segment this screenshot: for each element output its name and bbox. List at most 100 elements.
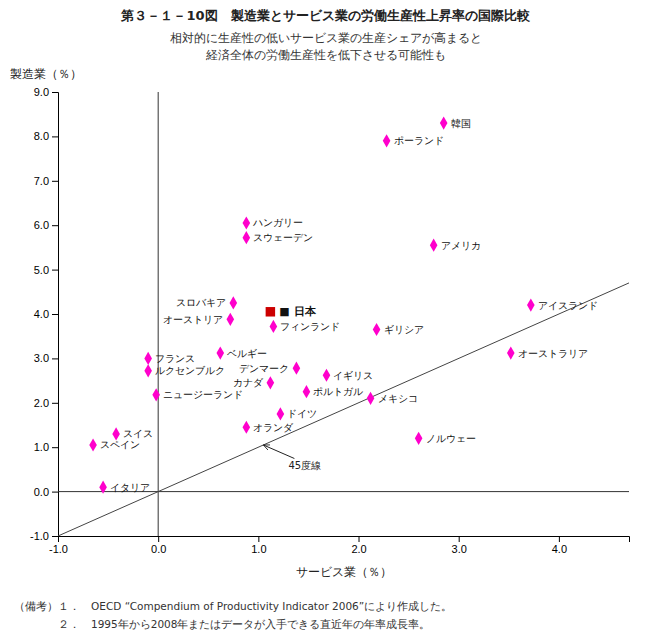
point-labels: ■ 日本韓国ポーランドハンガリースウェーデンアメリカアイスランドスロバキアオース… — [100, 118, 598, 493]
point — [440, 117, 448, 130]
point — [323, 369, 331, 382]
point-label: イタリア — [110, 482, 150, 493]
point-label: ドイツ — [287, 408, 317, 419]
y-tick: 7.0 — [34, 175, 58, 187]
point-label: ニュージーランド — [163, 389, 243, 400]
point-label: スロバキア — [176, 297, 226, 308]
x-tick-label: 0.0 — [151, 543, 166, 555]
y-axis-line — [52, 93, 59, 537]
x-tick: 0.0 — [151, 536, 166, 555]
point-label: アイスランド — [538, 300, 598, 311]
y-tick-label: 5.0 — [34, 264, 49, 276]
point — [152, 388, 160, 401]
x-tick: -1.0 — [49, 536, 68, 555]
point — [527, 299, 535, 312]
point — [266, 307, 275, 316]
y-tick-mark — [52, 92, 58, 93]
x-tick-mark — [359, 536, 360, 542]
y-tick-mark — [52, 536, 58, 537]
point — [507, 346, 515, 359]
point-label: オーストラリア — [518, 348, 588, 359]
x-tick-mark — [158, 536, 159, 542]
y-tick-mark — [52, 314, 58, 315]
point-label: スペイン — [100, 439, 140, 450]
y-tick: 4.0 — [34, 308, 58, 320]
y-tick-mark — [52, 270, 58, 271]
y-tick-label: 3.0 — [34, 352, 49, 364]
point-label: イギリス — [333, 370, 373, 381]
point — [293, 362, 301, 375]
y-tick: 1.0 — [34, 441, 58, 453]
subtitle: 相対的に生産性の低いサービス業の生産シェアが高まると — [170, 31, 482, 45]
point — [243, 421, 251, 434]
y-tick: 6.0 — [34, 219, 58, 231]
point — [144, 364, 152, 377]
x-tick-label: 2.0 — [351, 543, 366, 555]
point-label: アメリカ — [441, 240, 481, 251]
point-label: ポーランド — [394, 135, 444, 146]
y-tick: 9.0 — [34, 86, 58, 98]
y-tick-label: 8.0 — [34, 130, 49, 142]
point — [89, 438, 97, 451]
point — [277, 407, 285, 420]
point-label: メキシコ — [378, 393, 418, 404]
x-tick-label: 3.0 — [452, 543, 467, 555]
annotation-text: 45度線 — [288, 460, 321, 471]
plot-area: -1.0 0.0 1.0 2.0 3.0 4.0 -1.0 0.0 1.0 2.0 3.0 4.0 5.… — [30, 86, 629, 555]
point — [303, 385, 311, 398]
x-axis-title: サービス業（％） — [296, 565, 392, 579]
point-label: ギリシア — [384, 324, 424, 335]
annotations: 45度線 — [263, 445, 321, 471]
point — [430, 239, 438, 252]
x-tick: 2.0 — [351, 536, 366, 555]
point — [383, 134, 391, 147]
data-layer — [58, 92, 629, 536]
point-label: オーストリア — [163, 314, 223, 325]
y-tick: -1.0 — [30, 530, 58, 542]
y-tick-label: 9.0 — [34, 86, 49, 98]
y-tick: 5.0 — [34, 264, 58, 276]
point-label: フランス — [155, 353, 195, 364]
y-tick: 2.0 — [34, 397, 58, 409]
point — [99, 481, 107, 494]
y-tick-mark — [52, 492, 58, 493]
point-label: カナダ — [233, 377, 264, 388]
x-axis: -1.0 0.0 1.0 2.0 3.0 4.0 — [49, 536, 629, 555]
note: ２． 1995年から2008年またはデータが入手できる直近年の年率成長率。 — [14, 618, 430, 630]
y-tick: 0.0 — [34, 486, 58, 498]
annotation-arrow — [263, 445, 294, 459]
y-tick-label: 4.0 — [34, 308, 49, 320]
x-tick-mark — [559, 536, 560, 542]
y-tick-mark — [52, 136, 58, 137]
chart-svg: 第３－１－10図 製造業とサービス業の労働生産性上昇率の国際比較相対的に生産性の… — [0, 0, 651, 640]
point-label: ハンガリー — [252, 217, 303, 228]
point — [216, 346, 224, 359]
y-tick-mark — [52, 447, 58, 448]
point-label: ルクセンブルク — [155, 365, 225, 376]
x-tick-mark — [258, 536, 259, 542]
point — [144, 352, 152, 365]
x-tick-label: 1.0 — [251, 543, 266, 555]
x-tick: 4.0 — [552, 536, 567, 555]
reference-line-45 — [58, 283, 629, 536]
chart-container: 第３－１－10図 製造業とサービス業の労働生産性上昇率の国際比較相対的に生産性の… — [0, 0, 651, 640]
point — [270, 320, 278, 333]
point — [415, 432, 423, 445]
point — [243, 231, 251, 244]
y-tick-mark — [52, 225, 58, 226]
point-label: デンマーク — [239, 363, 289, 374]
point — [367, 392, 375, 405]
point — [373, 323, 381, 336]
y-tick-label: -1.0 — [30, 530, 49, 542]
point-label: フィンランド — [280, 321, 340, 332]
y-tick: 3.0 — [34, 352, 58, 364]
y-axis-title: 製造業（％） — [10, 67, 82, 81]
y-tick: 8.0 — [34, 130, 58, 142]
title: 第３－１－10図 製造業とサービス業の労働生産性上昇率の国際比較 — [120, 8, 530, 23]
x-tick-label: -1.0 — [49, 543, 68, 555]
point-label: ポルトガル — [313, 386, 363, 397]
y-tick-mark — [52, 403, 58, 404]
note: （備考）１． OECD “Compendium of Productivity … — [14, 600, 452, 612]
point — [267, 376, 275, 389]
point — [227, 313, 235, 326]
